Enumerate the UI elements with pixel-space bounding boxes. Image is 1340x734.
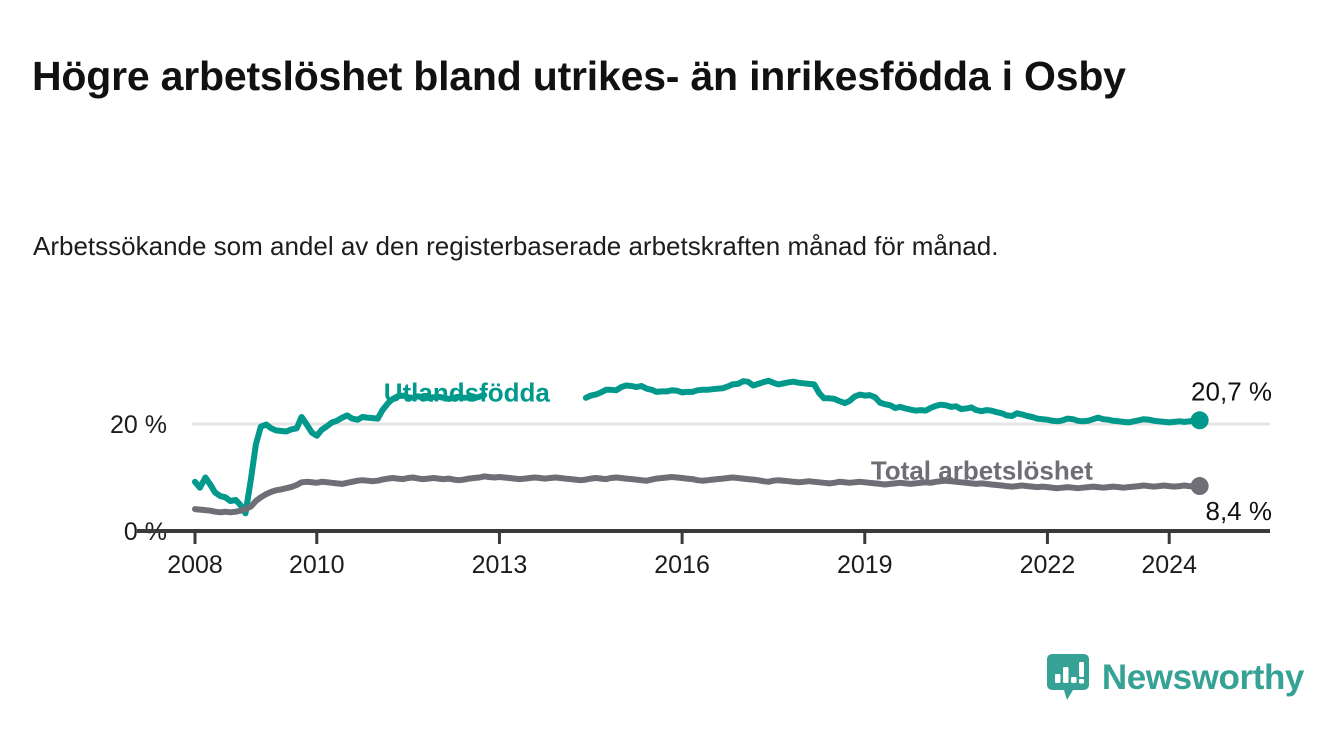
series-line-total (192, 473, 1203, 516)
bar-chart-speech-bubble-icon (1046, 654, 1089, 700)
x-tick-label: 2013 (472, 551, 528, 579)
x-tick-label: 2024 (1141, 551, 1197, 579)
series-label-utlandsfodda: Utlandsfödda (384, 378, 551, 408)
series-line-utlandsfodda (582, 377, 1203, 426)
series-end-dot-utlandsfodda (1190, 411, 1209, 430)
series-value-label-utlandsfodda: 20,7 % (1191, 376, 1272, 406)
series-end-dot-total (1190, 477, 1209, 496)
x-tick-label: 2019 (837, 551, 893, 579)
line-chart: 0 %20 %2008 2010 2013 2016 2019 2022 202420,7 … (110, 376, 1273, 579)
series-value-label-total: 8,4 % (1206, 496, 1273, 526)
series-line-utlandsfodda (192, 392, 488, 517)
series-label-total: Total arbetslöshet (871, 456, 1093, 486)
y-tick-label: 20 % (110, 411, 167, 439)
page-title: Högre arbetslöshet bland utrikes- än inr… (32, 53, 1126, 100)
newsworthy-logo-text: Newsworthy (1101, 657, 1305, 697)
x-tick-label: 2022 (1020, 551, 1076, 579)
page-subtitle: Arbetssökande som andel av den registerb… (33, 231, 999, 261)
x-tick-label: 2016 (654, 551, 710, 579)
x-tick-label: 2010 (289, 551, 345, 579)
x-tick-label: 2008 (167, 551, 223, 579)
newsworthy-branding: Newsworthy (1046, 654, 1305, 700)
chart-container: 0 % 20 % 2008 2010 2013 2016 2019 2022 2024 20,7 … (0, 320, 1340, 580)
